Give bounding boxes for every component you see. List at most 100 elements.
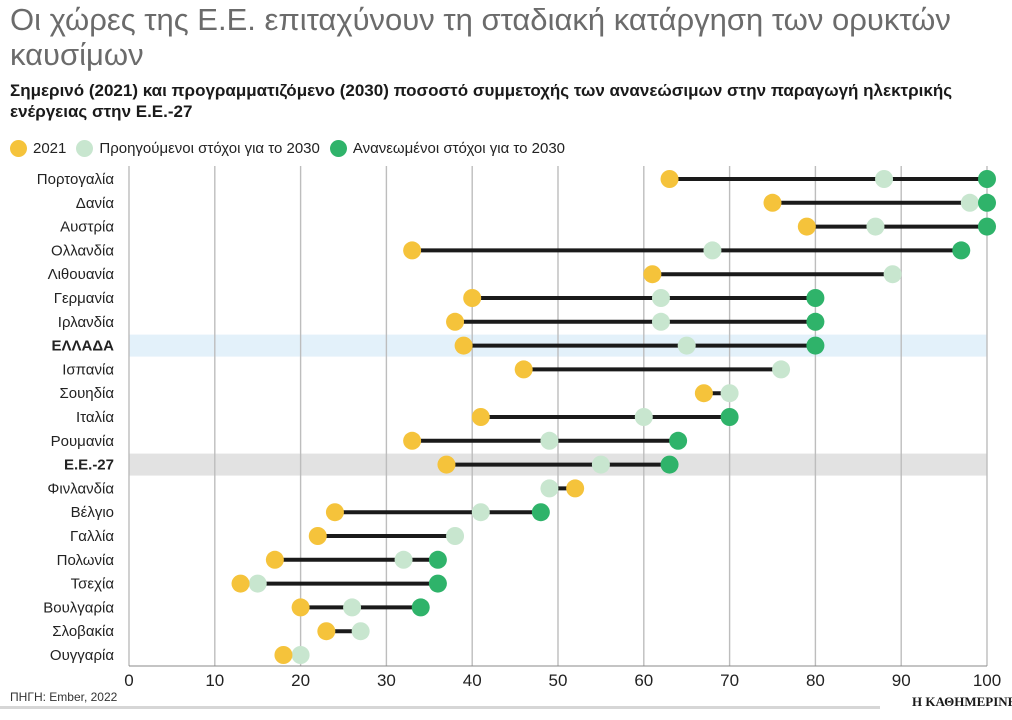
dot-previous: [540, 431, 559, 450]
dot-previous: [960, 193, 979, 212]
dot-2021: [403, 431, 422, 450]
x-tick-label: 50: [549, 671, 568, 690]
row-label: ΕΛΛΑΔΑ: [52, 338, 115, 355]
row-label: Βέλγιο: [71, 504, 114, 521]
dot-renewed: [720, 408, 739, 426]
x-tick-label: 30: [377, 671, 396, 690]
dot-renewed: [411, 598, 430, 617]
dot-2021: [471, 408, 490, 426]
row-label: Πολωνία: [57, 552, 115, 569]
row-label: Ε.Ε.-27: [64, 457, 114, 474]
dot-previous: [351, 622, 370, 641]
dot-renewed: [806, 336, 825, 355]
dot-2021: [660, 170, 679, 188]
dot-2021: [403, 241, 422, 260]
legend-dot-renewed: [329, 139, 347, 157]
dot-previous: [540, 479, 559, 498]
dot-renewed: [531, 503, 550, 522]
dot-renewed: [978, 170, 996, 188]
row-label: Αυστρία: [60, 219, 114, 236]
source-note: ΠΗΓΗ: Ember, 2022: [10, 690, 118, 704]
dot-previous: [772, 360, 791, 379]
legend-item-renewed: Ανανεωμένοι στόχοι για το 2030: [329, 139, 566, 157]
dot-2021: [317, 622, 336, 641]
legend-item-2021: 2021: [10, 139, 67, 157]
dot-previous: [634, 408, 653, 426]
legend-dot-2021: [10, 139, 27, 157]
row-label: Ρουμανία: [51, 433, 115, 450]
dot-previous: [677, 336, 696, 355]
dot-2021: [437, 455, 456, 474]
dot-previous: [703, 241, 722, 260]
legend-item-previous: Προηγούμενοι στόχοι για το 2030: [76, 139, 320, 157]
row-label: Ουγγαρία: [50, 647, 114, 664]
chart-title: Οι χώρες της Ε.Ε. επιταχύνουν τη σταδιακ…: [10, 2, 951, 72]
dot-previous: [591, 455, 610, 474]
x-tick-label: 60: [634, 671, 653, 690]
row-label: Γαλλία: [70, 528, 114, 545]
chart-subtitle: Σημερινό (2021) και προγραμματιζόμενο (2…: [10, 81, 953, 121]
dot-2021: [325, 503, 344, 522]
dot-previous: [291, 646, 310, 664]
dot-renewed: [952, 241, 971, 260]
dumbbell-chart: 0 10 20 30 40 50 60 70 80 90 100 Πορτογαλία Δανία Αυσ…: [37, 166, 1001, 690]
dot-2021: [454, 336, 473, 355]
dot-2021: [643, 265, 662, 284]
dot-2021: [797, 217, 816, 236]
dot-2021: [566, 479, 585, 498]
x-tick-label: 40: [463, 671, 482, 690]
row-label: Λιθουανία: [48, 266, 115, 283]
x-tick-label: 70: [720, 671, 739, 690]
x-tick-label: 20: [291, 671, 310, 690]
x-tick-label: 80: [806, 671, 825, 690]
dot-previous: [651, 312, 670, 331]
bottom-rule: [0, 706, 880, 709]
dot-previous: [471, 503, 490, 522]
dot-previous: [394, 550, 413, 569]
dot-2021: [514, 360, 533, 379]
dot-2021: [308, 527, 327, 545]
row-label: Πορτογαλία: [37, 171, 115, 188]
dot-renewed: [660, 455, 679, 474]
row-label: Ισπανία: [62, 361, 114, 378]
legend-dot-previous: [76, 139, 94, 157]
dot-2021: [274, 646, 293, 664]
legend-label-previous: Προηγούμενοι στόχοι για το 2030: [99, 139, 320, 157]
row-label: Φινλανδία: [47, 480, 114, 497]
dot-2021: [763, 193, 782, 212]
dot-2021: [694, 384, 713, 403]
row-label: Βουλγαρία: [43, 599, 114, 616]
dot-renewed: [978, 193, 996, 212]
dot-previous: [866, 217, 885, 236]
dot-2021: [463, 289, 482, 307]
dot-2021: [231, 574, 250, 593]
dot-previous: [248, 574, 267, 593]
row-label: Ιρλανδία: [58, 314, 115, 331]
legend-label-renewed: Ανανεωμένοι στόχοι για το 2030: [352, 139, 566, 157]
dot-previous: [343, 598, 362, 617]
x-tick-label: 100: [973, 671, 1001, 690]
dot-renewed: [669, 431, 688, 450]
row-label: Ολλανδία: [51, 242, 114, 259]
dot-renewed: [806, 289, 825, 307]
dot-previous: [875, 170, 894, 188]
legend: 2021 Προηγούμενοι στόχοι για το 2030 Ανα…: [10, 137, 575, 159]
row-label: Ιταλία: [76, 409, 114, 426]
row-label: Σλοβακία: [52, 623, 114, 640]
dot-previous: [651, 289, 670, 307]
dot-renewed: [806, 312, 825, 331]
dot-2021: [446, 312, 465, 331]
dot-previous: [883, 265, 902, 284]
row-label: Γερμανία: [54, 290, 115, 307]
legend-label-2021: 2021: [33, 139, 67, 157]
dot-renewed: [428, 550, 447, 569]
dot-2021: [291, 598, 310, 617]
dot-renewed: [428, 574, 447, 593]
brand-logo: Η ΚΑΘΗΜΕΡΙΝΗ: [912, 694, 1012, 709]
row-label: Τσεχία: [71, 576, 115, 593]
x-tick-label: 10: [205, 671, 224, 690]
dot-renewed: [978, 217, 996, 236]
dot-previous: [446, 527, 465, 545]
x-tick-label: 0: [124, 671, 133, 690]
row-label: Δανία: [76, 195, 115, 212]
